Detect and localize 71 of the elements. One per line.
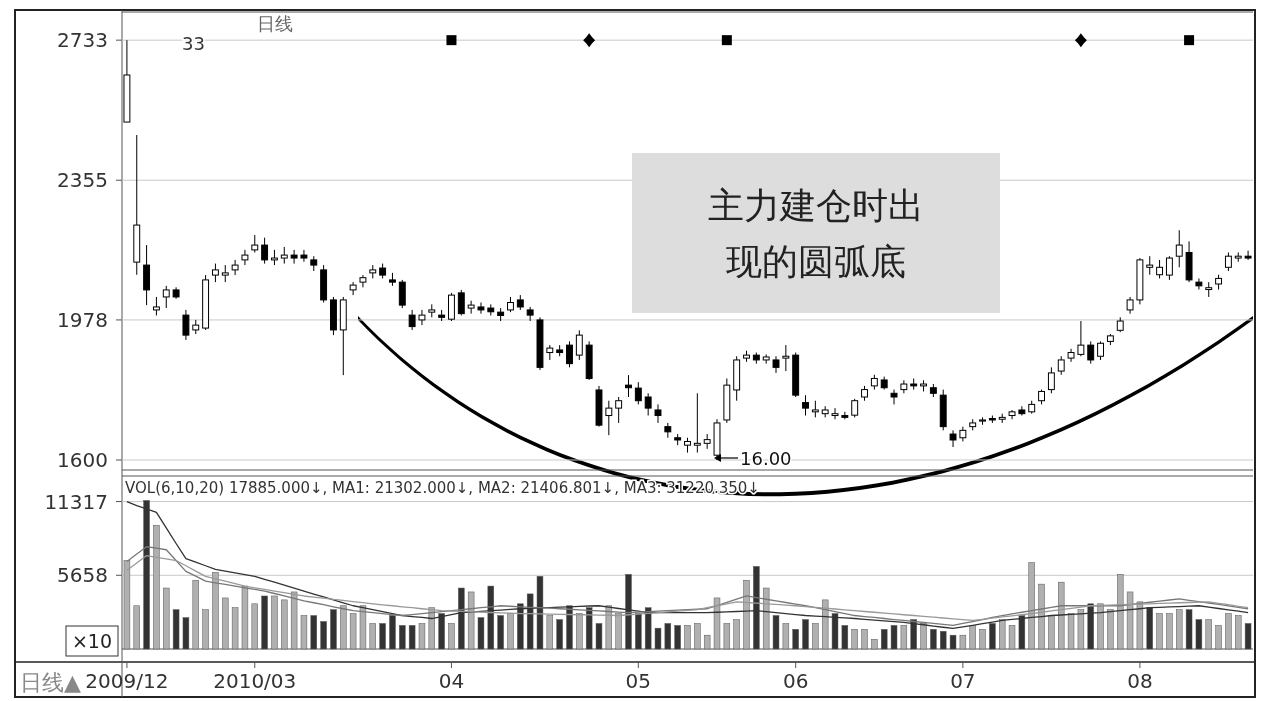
candlestick (1067, 348, 1075, 363)
candlestick (644, 392, 652, 417)
candlestick (457, 289, 465, 316)
candlestick (575, 329, 583, 361)
candlestick (1244, 250, 1252, 261)
y-tick-label: 11317 (44, 489, 108, 514)
candlestick (831, 407, 839, 420)
x-tick-label: 2009/12 (85, 669, 169, 693)
candlestick (526, 306, 534, 322)
line-series (126, 554, 1249, 622)
candlestick (152, 296, 160, 316)
candlestick (625, 374, 632, 398)
candlestick (211, 263, 219, 283)
annotation: 33 (182, 33, 205, 54)
candlestick (1018, 405, 1026, 417)
candlestick (408, 309, 416, 331)
y-tick-label: 5658 (57, 563, 108, 588)
x-tick-label: 07 (950, 669, 976, 693)
candlestick (782, 344, 790, 372)
x-tick-label: 05 (625, 669, 652, 693)
candlestick (605, 400, 613, 436)
candlestick (851, 398, 859, 418)
candlestick (900, 379, 908, 394)
y-tick-label: 2355 (57, 168, 108, 193)
candlestick (1097, 340, 1105, 361)
candlestick (1195, 277, 1203, 291)
x-tick-label: 04 (438, 669, 465, 693)
candlestick (1156, 259, 1164, 279)
candlestick (1077, 320, 1085, 357)
x-tick-label: 08 (1127, 669, 1153, 693)
annotation: 16.00 (740, 448, 792, 469)
candlestick (182, 309, 190, 341)
y-tick-label: 2733 (57, 28, 108, 53)
candlestick (1175, 229, 1183, 268)
candlestick (634, 381, 642, 405)
candlestick (693, 392, 701, 454)
candlestick (1165, 255, 1173, 281)
candlestick (841, 411, 849, 420)
candlestick (359, 274, 367, 288)
chart-title: 日线 (257, 13, 293, 34)
y-tick-label: 1978 (57, 307, 108, 332)
candlestick (477, 302, 485, 315)
x-tick-label: 06 (782, 669, 809, 693)
candlestick (241, 249, 249, 266)
candlestick (418, 309, 426, 326)
candlestick (290, 249, 298, 265)
y-tick-label: 1600 (57, 448, 108, 472)
candlestick (949, 429, 957, 448)
candlestick (261, 237, 269, 265)
candlestick (802, 394, 809, 417)
candlestick (566, 340, 573, 368)
text: ×10 (71, 630, 113, 652)
text: 日线▲ (20, 670, 81, 695)
candlestick (1087, 340, 1095, 365)
annotation: 主力建仓时出现的圆弧底 (708, 185, 924, 282)
candlestick (1047, 366, 1055, 394)
candlestick (300, 249, 308, 263)
candlestick (1057, 355, 1065, 376)
candlestick (890, 389, 898, 405)
candlestick (615, 396, 623, 424)
candlestick (467, 300, 475, 315)
candlestick (349, 281, 357, 296)
candlestick (1146, 255, 1154, 276)
x-tick-label: 2010/03 (213, 669, 297, 693)
line-series (126, 546, 1249, 627)
candlestick (1224, 251, 1232, 272)
candlestick (162, 285, 170, 309)
candlestick (772, 355, 780, 374)
candlestick (654, 403, 662, 424)
candlestick (398, 279, 406, 309)
candlestick (231, 259, 239, 276)
